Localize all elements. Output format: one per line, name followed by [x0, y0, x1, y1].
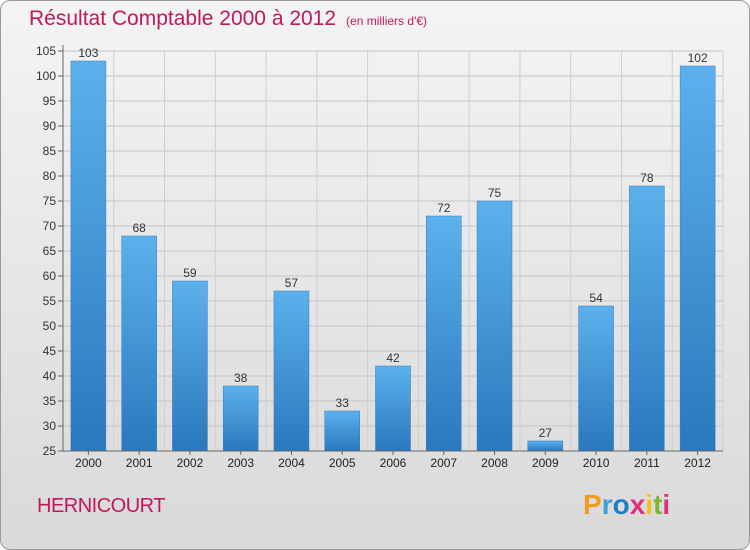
commune-name: HERNICOURT — [37, 495, 165, 517]
data-label-2000: 103 — [78, 46, 98, 60]
logo-letter: i — [645, 489, 654, 520]
x-tick-label-2000: 2000 — [75, 456, 102, 470]
x-tick-label-2012: 2012 — [684, 456, 711, 470]
y-tick-label: 90 — [43, 119, 57, 133]
bar-2009 — [527, 440, 564, 452]
data-label-2009: 27 — [539, 426, 553, 440]
data-label-2006: 42 — [386, 351, 400, 365]
x-tick-label-2011: 2011 — [634, 456, 660, 470]
x-tick-label-2008: 2008 — [481, 456, 508, 470]
bar-2008 — [476, 200, 513, 452]
bar-2003 — [222, 385, 259, 452]
x-tick-label-2001: 2001 — [126, 456, 153, 470]
data-label-2002: 59 — [183, 266, 197, 280]
bar-2000 — [70, 60, 107, 452]
bars — [70, 60, 716, 452]
data-label-2007: 72 — [437, 201, 451, 215]
logo-letter: x — [629, 489, 646, 520]
x-tick-label-2003: 2003 — [227, 456, 254, 470]
y-tick-label: 95 — [43, 94, 57, 108]
data-label-2012: 102 — [688, 51, 708, 65]
bar-2011 — [629, 185, 665, 452]
data-label-2005: 33 — [336, 396, 350, 410]
y-tick-label: 50 — [43, 319, 57, 333]
y-tick-label: 100 — [36, 69, 56, 83]
y-tick-label: 80 — [43, 169, 57, 183]
x-tick-label-2007: 2007 — [430, 456, 457, 470]
bar-2002 — [172, 280, 208, 452]
y-tick-label: 25 — [43, 444, 57, 458]
x-tick-label-2005: 2005 — [329, 456, 356, 470]
chart-title-text: Résultat Comptable 2000 à 2012 — [29, 7, 337, 30]
x-tick-label-2009: 2009 — [532, 456, 559, 470]
chart-title: Résultat Comptable 2000 à 2012 (en millie… — [29, 7, 427, 31]
data-label-2011: 78 — [640, 171, 654, 185]
proxiti-logo: Proxiti — [583, 489, 670, 521]
y-tick-label: 35 — [43, 394, 57, 408]
y-tick-label: 30 — [43, 419, 57, 433]
bar-2006 — [375, 365, 411, 452]
y-tick-label: 70 — [43, 219, 57, 233]
y-tick-label: 65 — [43, 244, 57, 258]
axes — [58, 45, 723, 455]
bar-2012 — [679, 65, 716, 452]
x-tick-label-2010: 2010 — [583, 456, 610, 470]
bar-2007 — [426, 215, 462, 452]
logo-letter: P — [583, 489, 602, 520]
y-tick-label: 55 — [43, 294, 57, 308]
logo-letter: o — [612, 489, 630, 520]
x-tick-label-2002: 2002 — [177, 456, 204, 470]
y-tick-label: 75 — [43, 194, 57, 208]
data-label-2004: 57 — [285, 276, 299, 290]
x-tick-label-2006: 2006 — [380, 456, 407, 470]
data-label-2003: 38 — [234, 371, 248, 385]
y-tick-label: 105 — [36, 44, 56, 58]
data-label-2008: 75 — [488, 186, 502, 200]
bar-2001 — [121, 235, 157, 452]
bar-2010 — [578, 305, 614, 452]
data-label-2010: 54 — [589, 291, 603, 305]
bar-2005 — [324, 410, 360, 452]
chart-subtitle: (en milliers d'€) — [346, 14, 428, 28]
logo-letter: r — [601, 489, 613, 520]
logo-letter: t — [653, 489, 663, 520]
y-tick-label: 85 — [43, 144, 57, 158]
labels: 25 30 35 40 45 50 55 60 65 70 75 80 85 90 95 100 105 103 2… — [36, 44, 711, 470]
y-tick-label: 45 — [43, 344, 57, 358]
y-tick-label: 60 — [43, 269, 57, 283]
y-tick-label: 40 — [43, 369, 57, 383]
bar-2004 — [273, 290, 310, 452]
data-label-2001: 68 — [132, 221, 146, 235]
logo-letter: i — [662, 489, 671, 520]
x-tick-label-2004: 2004 — [278, 456, 305, 470]
